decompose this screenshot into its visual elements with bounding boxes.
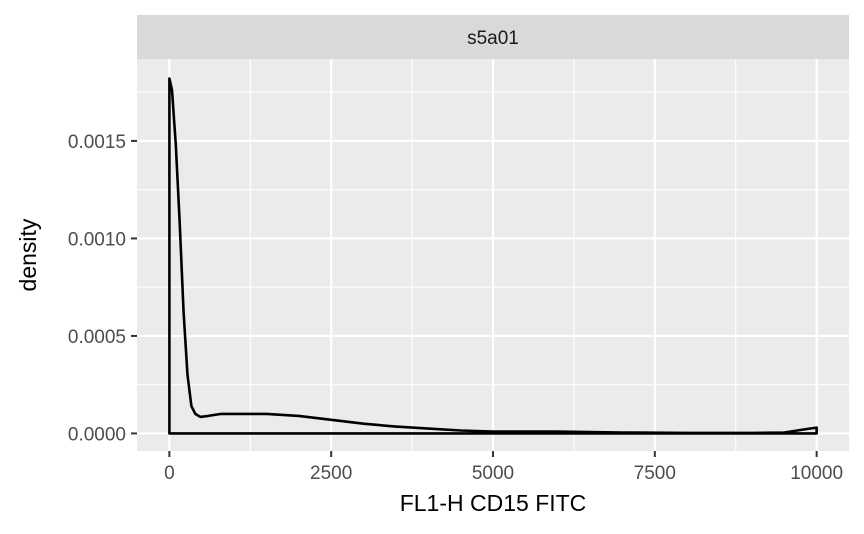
x-tick-label: 5000 <box>472 463 514 484</box>
density-series <box>168 77 818 435</box>
y-tick-label: 0.0000 <box>68 424 126 445</box>
x-axis-title: FL1-H CD15 FITC <box>400 490 587 516</box>
x-tick-label: 10000 <box>790 463 843 484</box>
strip-background <box>137 15 849 59</box>
y-axis-title: density <box>15 218 41 291</box>
density-curve <box>168 77 818 435</box>
facet-strip-label: s5a01 <box>467 28 519 49</box>
y-tick-label: 0.0005 <box>68 327 126 348</box>
x-tick-label: 2500 <box>310 463 352 484</box>
y-tick-label: 0.0010 <box>68 229 126 250</box>
y-tick-label: 0.0015 <box>68 132 126 153</box>
x-axis: 0 2500 5000 7500 10000 <box>164 451 843 484</box>
x-tick-label: 7500 <box>634 463 676 484</box>
x-tick-label: 0 <box>164 463 175 484</box>
y-axis: 0.0000 0.0005 0.0010 0.0015 <box>68 132 137 445</box>
